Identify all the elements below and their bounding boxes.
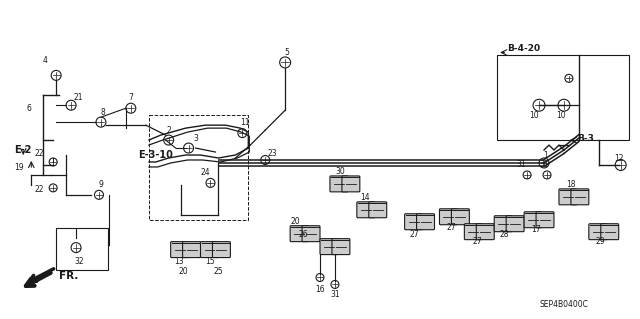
- Text: E-2: E-2: [15, 145, 32, 155]
- Text: 9: 9: [99, 180, 104, 189]
- Text: 31: 31: [540, 160, 549, 169]
- Text: 14: 14: [360, 193, 370, 202]
- FancyBboxPatch shape: [451, 209, 469, 225]
- Text: 10: 10: [556, 111, 566, 120]
- FancyBboxPatch shape: [320, 239, 338, 255]
- Text: 19: 19: [15, 163, 24, 173]
- Text: 27: 27: [447, 223, 456, 232]
- Text: 10: 10: [529, 111, 539, 120]
- FancyBboxPatch shape: [182, 241, 200, 257]
- Text: 6: 6: [27, 104, 32, 113]
- Text: 15: 15: [205, 257, 215, 266]
- FancyBboxPatch shape: [440, 209, 458, 225]
- Text: 20: 20: [291, 217, 300, 226]
- Bar: [148, 115, 248, 220]
- Text: 27: 27: [410, 230, 419, 239]
- FancyBboxPatch shape: [404, 214, 422, 230]
- FancyBboxPatch shape: [465, 224, 483, 240]
- Text: 29: 29: [596, 237, 605, 246]
- FancyBboxPatch shape: [524, 212, 542, 228]
- Text: 26: 26: [298, 230, 308, 239]
- FancyBboxPatch shape: [369, 202, 387, 218]
- FancyBboxPatch shape: [332, 239, 350, 255]
- FancyBboxPatch shape: [212, 241, 230, 257]
- Text: 11: 11: [241, 118, 250, 127]
- FancyBboxPatch shape: [342, 176, 360, 192]
- Text: 24: 24: [201, 168, 211, 177]
- Text: E-3-10: E-3-10: [138, 150, 173, 160]
- FancyBboxPatch shape: [559, 189, 577, 205]
- FancyBboxPatch shape: [290, 226, 308, 241]
- Text: 32: 32: [74, 257, 84, 266]
- Text: 22: 22: [35, 185, 44, 194]
- FancyBboxPatch shape: [357, 202, 375, 218]
- FancyBboxPatch shape: [506, 216, 524, 232]
- Text: 13: 13: [174, 257, 184, 266]
- Text: 27: 27: [472, 237, 482, 246]
- Text: 31: 31: [330, 290, 340, 299]
- Text: 18: 18: [566, 180, 575, 189]
- Text: 12: 12: [614, 153, 623, 162]
- Text: 17: 17: [531, 225, 541, 234]
- Text: 30: 30: [335, 167, 345, 176]
- Text: 4: 4: [43, 56, 47, 65]
- FancyBboxPatch shape: [417, 214, 435, 230]
- Text: FR.: FR.: [59, 271, 79, 281]
- Text: 22: 22: [35, 149, 44, 158]
- FancyBboxPatch shape: [601, 224, 619, 240]
- Text: 31: 31: [516, 160, 526, 169]
- Bar: [56, 228, 108, 270]
- FancyBboxPatch shape: [200, 241, 218, 257]
- Text: 20: 20: [179, 267, 188, 276]
- Text: 21: 21: [74, 93, 83, 102]
- Text: 7: 7: [129, 93, 133, 102]
- Text: SEP4B0400C: SEP4B0400C: [540, 300, 588, 309]
- Text: B-3: B-3: [577, 134, 594, 143]
- Text: 25: 25: [214, 267, 223, 276]
- Text: B-4-20: B-4-20: [507, 44, 540, 53]
- Text: 16: 16: [315, 285, 325, 294]
- Text: 28: 28: [499, 230, 509, 239]
- Text: 5: 5: [285, 48, 289, 57]
- FancyBboxPatch shape: [571, 189, 589, 205]
- FancyBboxPatch shape: [536, 212, 554, 228]
- Text: 23: 23: [268, 149, 277, 158]
- FancyBboxPatch shape: [476, 224, 494, 240]
- FancyBboxPatch shape: [494, 216, 512, 232]
- FancyBboxPatch shape: [330, 176, 348, 192]
- FancyBboxPatch shape: [589, 224, 607, 240]
- Text: 1: 1: [543, 151, 548, 160]
- Text: 3: 3: [193, 134, 198, 143]
- Text: 2: 2: [166, 126, 171, 135]
- FancyBboxPatch shape: [171, 241, 189, 257]
- FancyBboxPatch shape: [302, 226, 320, 241]
- Text: 8: 8: [100, 108, 106, 117]
